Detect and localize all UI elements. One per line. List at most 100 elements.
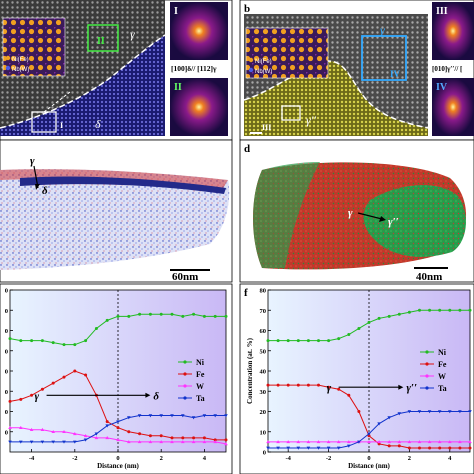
data-point-ni bbox=[116, 314, 120, 318]
data-point-w bbox=[8, 425, 12, 429]
y-tick-label: 40 bbox=[260, 369, 267, 376]
fft-inset-iii-label: III bbox=[436, 6, 448, 17]
x-tick-label: 2 bbox=[160, 455, 163, 462]
data-point-ni bbox=[286, 339, 290, 343]
fft-inset-i-label: I bbox=[174, 6, 178, 17]
phase-delta-label: δ bbox=[42, 185, 48, 197]
data-point-ni bbox=[73, 343, 77, 347]
scale-label-c: 60nm bbox=[172, 271, 198, 283]
data-point-w bbox=[137, 440, 142, 444]
hr-inset-a bbox=[2, 17, 66, 77]
data-point-ta bbox=[357, 440, 361, 444]
region-box-iii bbox=[281, 105, 301, 121]
data-point-fe bbox=[148, 434, 152, 438]
data-point-w bbox=[170, 440, 174, 444]
gamma-dprime-region bbox=[363, 185, 466, 257]
data-point-w bbox=[94, 436, 99, 440]
y-tick-label: 0 bbox=[5, 308, 8, 315]
data-point-w bbox=[19, 425, 23, 429]
data-point-w bbox=[266, 440, 270, 444]
region-box-i-label: I bbox=[60, 121, 63, 130]
x-tick-label: 4 bbox=[203, 455, 207, 462]
data-point-ni bbox=[438, 308, 442, 312]
panel-c: γ δ 60nm bbox=[0, 139, 233, 283]
data-point-ni bbox=[84, 339, 88, 343]
data-point-fe bbox=[296, 383, 300, 387]
data-point-fe bbox=[468, 446, 472, 450]
apt-tip-c bbox=[0, 169, 230, 270]
data-point-ta bbox=[51, 440, 55, 444]
legend-marker bbox=[425, 374, 429, 378]
data-point-w bbox=[377, 440, 381, 444]
x-tick-label: 4 bbox=[448, 455, 452, 462]
region-box-iv-label: IV bbox=[390, 69, 401, 79]
transition-from-label: γ bbox=[35, 390, 40, 402]
phase-gamma-dprime-label: γ′′ bbox=[388, 216, 399, 228]
data-point-fe bbox=[407, 446, 411, 450]
data-point-ni bbox=[306, 339, 310, 343]
data-point-ni bbox=[8, 337, 12, 341]
y-tick-label: 70 bbox=[260, 308, 267, 315]
legend-label: Ni bbox=[438, 348, 447, 357]
data-point-ta bbox=[286, 446, 290, 450]
y-tick-label: 0 bbox=[5, 389, 8, 396]
data-point-ta bbox=[407, 410, 412, 414]
data-point-fe bbox=[286, 383, 290, 387]
data-point-ni bbox=[428, 308, 432, 312]
legend-label: Ta bbox=[196, 394, 205, 403]
region-box-iv bbox=[361, 35, 407, 81]
region-box-iii-label: III bbox=[262, 123, 271, 132]
data-point-ni bbox=[138, 312, 142, 316]
data-point-ni bbox=[407, 310, 411, 314]
data-point-fe bbox=[19, 397, 23, 401]
data-point-ta bbox=[266, 446, 270, 450]
data-point-ta bbox=[296, 446, 301, 450]
transition-arrowhead bbox=[398, 384, 404, 390]
data-point-ta bbox=[19, 440, 23, 444]
data-point-w bbox=[62, 429, 66, 434]
data-point-ni bbox=[148, 312, 152, 316]
y-tick-label: 0 bbox=[5, 328, 8, 335]
chart-f: f 0 10 20 30 40 50 60 70 80 -4 -2 0 2 4 Distance (nm) C… bbox=[239, 283, 474, 474]
x-axis-label: Distance (nm) bbox=[348, 462, 390, 470]
data-point-ni bbox=[468, 308, 472, 312]
data-point-w bbox=[105, 436, 109, 440]
panel-f-label: f bbox=[244, 287, 248, 299]
data-point-w bbox=[116, 438, 120, 442]
legend-marker bbox=[183, 384, 187, 388]
legend-label: Ta bbox=[438, 384, 447, 393]
data-point-ni bbox=[317, 339, 320, 343]
legend-label: Fe bbox=[438, 360, 447, 369]
y-tick-label: 0 bbox=[263, 450, 266, 457]
data-point-fe bbox=[84, 373, 88, 377]
region-box-ii bbox=[87, 24, 119, 52]
y-tick-label: 0 bbox=[5, 429, 8, 436]
fft-inset-iii bbox=[432, 2, 474, 60]
data-point-w bbox=[306, 440, 311, 444]
legend-label: W bbox=[438, 372, 446, 381]
hr-inset-b bbox=[245, 27, 329, 79]
data-point-w bbox=[127, 440, 131, 444]
legend-label: W bbox=[196, 382, 204, 391]
y-tick-label: 0 bbox=[5, 348, 8, 355]
data-point-fe bbox=[8, 399, 12, 403]
panel-d-label: d bbox=[244, 143, 250, 155]
data-point-ni bbox=[418, 308, 421, 312]
data-point-fe bbox=[51, 381, 55, 385]
data-point-ni bbox=[266, 339, 270, 343]
data-point-ta bbox=[137, 414, 142, 418]
panel-b: b Ni(Fe) Nb(W) γ IV III γ′′ III [010]γ′′… bbox=[239, 0, 474, 141]
data-point-ni bbox=[19, 339, 23, 343]
data-point-fe bbox=[159, 434, 163, 438]
data-point-ni bbox=[170, 312, 174, 316]
data-point-fe bbox=[105, 420, 109, 424]
data-point-fe bbox=[40, 387, 44, 391]
y-tick-label: 30 bbox=[260, 389, 267, 396]
data-point-w bbox=[181, 440, 185, 444]
data-point-ta bbox=[105, 424, 109, 428]
data-point-ta bbox=[377, 422, 381, 426]
data-point-fe bbox=[62, 375, 66, 379]
data-point-w bbox=[397, 440, 402, 444]
data-point-w bbox=[347, 440, 351, 444]
